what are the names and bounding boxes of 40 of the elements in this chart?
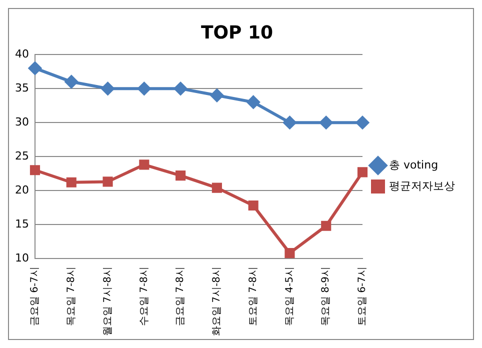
point	[64, 75, 78, 88]
y-tick-label: 40	[14, 47, 29, 60]
point	[284, 248, 295, 258]
point	[246, 96, 260, 109]
y-tick-label: 35	[14, 81, 29, 94]
x-tick-label: 금요일 6-7시	[30, 266, 41, 326]
y-tick-label: 25	[14, 149, 29, 162]
legend-label: 평균저자보상	[389, 179, 455, 192]
x-tick-label: 목요일 7-8시	[66, 266, 77, 326]
point	[139, 160, 150, 170]
point	[283, 116, 296, 130]
point	[28, 62, 42, 75]
point	[320, 116, 333, 130]
point	[138, 82, 151, 96]
x-tick-label: 화요일 7시-8시	[212, 266, 223, 336]
x-tick-label: 목요일 4-5시	[284, 266, 296, 326]
x-tick-label: 수요일 7-8시	[138, 266, 150, 326]
point	[357, 167, 368, 178]
y-tick-label: 15	[14, 217, 29, 230]
point	[176, 170, 186, 181]
x-tick-label: 금요일 7-8시	[175, 266, 186, 326]
point	[66, 177, 76, 188]
x-tick-label: 토요일 6-7시	[357, 266, 368, 326]
point	[30, 165, 40, 176]
point	[248, 200, 258, 211]
point	[321, 220, 332, 231]
point	[212, 182, 222, 193]
point	[101, 82, 114, 96]
x-tick-label: 월요일 7시-8시	[102, 266, 114, 336]
point	[356, 116, 369, 130]
y-tick-label: 20	[14, 183, 29, 196]
x-tick-label: 목요일 8-9시	[320, 266, 332, 326]
point	[210, 88, 224, 102]
x-tick-label: 토요일 7-8시	[248, 266, 259, 326]
chart-title: TOP 10	[200, 22, 274, 44]
point	[174, 82, 188, 96]
point	[102, 176, 113, 187]
legend-label: 총 voting	[389, 158, 438, 172]
y-tick-label: 30	[14, 115, 29, 128]
y-tick-label: 10	[14, 251, 29, 264]
